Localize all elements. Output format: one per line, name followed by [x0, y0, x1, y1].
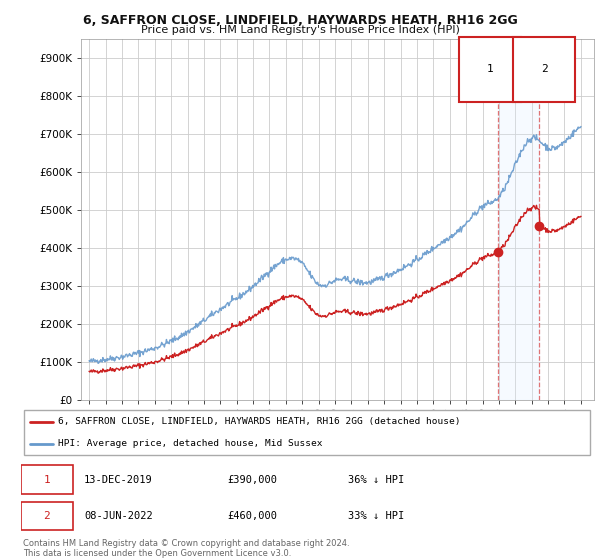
Text: 6, SAFFRON CLOSE, LINDFIELD, HAYWARDS HEATH, RH16 2GG: 6, SAFFRON CLOSE, LINDFIELD, HAYWARDS HE… [83, 14, 517, 27]
Text: 36% ↓ HPI: 36% ↓ HPI [347, 475, 404, 484]
Text: Price paid vs. HM Land Registry's House Price Index (HPI): Price paid vs. HM Land Registry's House … [140, 25, 460, 35]
Text: 08-JUN-2022: 08-JUN-2022 [84, 511, 153, 521]
Text: 2: 2 [43, 511, 50, 521]
Text: 1: 1 [487, 64, 493, 74]
FancyBboxPatch shape [21, 502, 73, 530]
Text: Contains HM Land Registry data © Crown copyright and database right 2024.
This d: Contains HM Land Registry data © Crown c… [23, 539, 349, 558]
Text: £390,000: £390,000 [227, 475, 277, 484]
FancyBboxPatch shape [24, 410, 590, 455]
Text: 6, SAFFRON CLOSE, LINDFIELD, HAYWARDS HEATH, RH16 2GG (detached house): 6, SAFFRON CLOSE, LINDFIELD, HAYWARDS HE… [58, 417, 461, 426]
Text: £460,000: £460,000 [227, 511, 277, 521]
Text: HPI: Average price, detached house, Mid Sussex: HPI: Average price, detached house, Mid … [58, 439, 323, 448]
Bar [498, 39, 539, 400]
Text: 1: 1 [43, 475, 50, 484]
Text: 13-DEC-2019: 13-DEC-2019 [84, 475, 153, 484]
Text: 2: 2 [541, 64, 548, 74]
FancyBboxPatch shape [21, 465, 73, 494]
Text: 33% ↓ HPI: 33% ↓ HPI [347, 511, 404, 521]
